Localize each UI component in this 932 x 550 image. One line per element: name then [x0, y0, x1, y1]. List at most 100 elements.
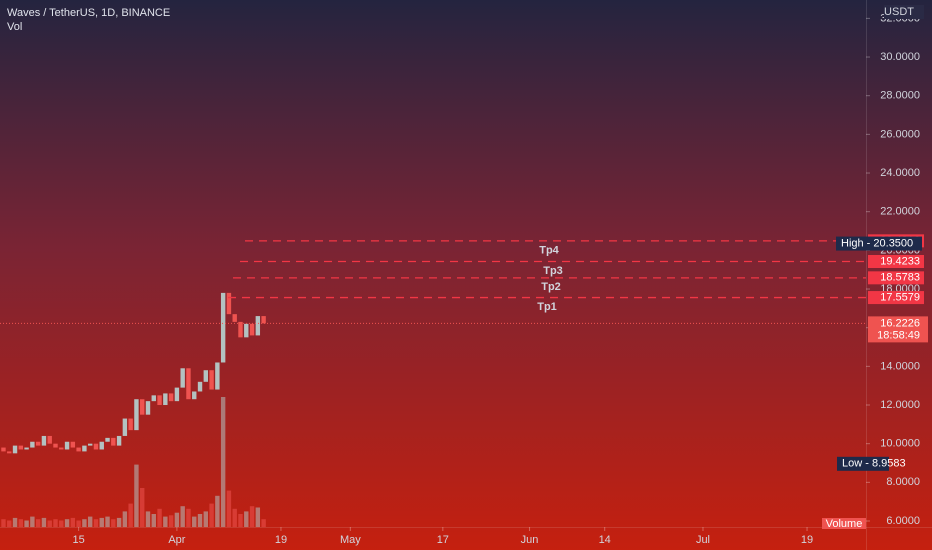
x-tick-label: Apr	[168, 534, 185, 546]
volume-bar	[53, 519, 58, 527]
volume-bar	[192, 516, 197, 527]
low-tag	[837, 456, 889, 471]
x-tick-label: 19	[801, 534, 813, 546]
y-tick-label: 30.0000	[880, 51, 920, 63]
candle-body	[47, 435, 52, 444]
volume-bar	[7, 520, 12, 527]
candle-body	[180, 368, 185, 388]
volume-bar	[122, 511, 128, 527]
candle-body	[168, 393, 174, 402]
x-tick-label: 14	[599, 534, 611, 546]
candle-body	[53, 443, 58, 448]
volume-bar	[215, 495, 220, 527]
candle-body	[261, 316, 266, 324]
level-value: 18.5783	[880, 272, 920, 284]
volume-bar	[18, 519, 24, 527]
level-value: 17.5579	[880, 291, 920, 303]
volume-bar	[238, 514, 243, 527]
volume-bar	[186, 508, 191, 527]
candle-body	[24, 447, 29, 450]
y-tick-label: 8.0000	[886, 476, 920, 488]
currency: USDT	[884, 6, 914, 18]
candle-body	[134, 399, 139, 431]
volume-bar	[249, 506, 255, 527]
candle-body	[12, 445, 18, 454]
candle-body	[186, 368, 191, 400]
volume-bar	[220, 397, 226, 527]
volume-title: Vol	[7, 21, 22, 33]
volume-bar	[168, 515, 174, 527]
candle-body	[99, 441, 104, 450]
volume-bar	[174, 512, 180, 527]
candle-body	[197, 381, 203, 392]
candle-body	[140, 399, 145, 415]
candle-body	[157, 395, 162, 406]
volume-bar	[82, 519, 87, 527]
candle-body	[30, 441, 35, 448]
volume-bar	[157, 508, 162, 527]
volume-tag	[822, 518, 866, 529]
candle-body	[174, 387, 180, 402]
last-price-tag	[868, 316, 928, 343]
y-tick-label: 6.0000	[886, 515, 920, 527]
volume-bar	[151, 514, 156, 527]
last-price: 16.2226	[880, 317, 920, 329]
high-label: High - 20.3500	[841, 237, 913, 249]
volume-bar	[41, 517, 47, 527]
candle-body	[192, 391, 197, 400]
volume-bar	[76, 520, 81, 527]
volume-bar	[209, 503, 214, 527]
candle-body	[163, 393, 168, 406]
candle-body	[111, 437, 116, 446]
candle-body	[226, 292, 232, 315]
candle-body	[70, 441, 76, 448]
volume-bar	[93, 519, 99, 527]
volume-bar	[99, 517, 104, 527]
volume-bar	[145, 511, 151, 527]
candle-body	[59, 447, 64, 450]
volume-bar	[244, 511, 249, 527]
candle-body	[82, 445, 87, 452]
candle-body	[151, 395, 156, 402]
candle-body	[18, 445, 24, 450]
high-tag	[836, 236, 922, 251]
level-tag	[868, 271, 924, 285]
x-tick-label: Jun	[521, 534, 539, 546]
y-tick-label: 10.0000	[880, 438, 920, 450]
volume-bar	[255, 507, 261, 527]
candle-body	[1, 447, 6, 452]
volume-bar	[163, 516, 168, 527]
candle-body	[122, 418, 128, 436]
volume-bar	[24, 520, 29, 527]
countdown: 18:58:49	[877, 329, 920, 341]
x-tick-label: 17	[437, 534, 449, 546]
candle-body	[128, 418, 133, 431]
currency-bg	[884, 5, 924, 19]
candle-body	[105, 437, 110, 442]
volume-bar	[64, 519, 70, 527]
candle-body	[7, 451, 12, 454]
candle-body	[244, 323, 249, 338]
level-name: Tp3	[543, 265, 563, 277]
candle-body	[249, 323, 255, 336]
y-tick-label: 24.0000	[880, 167, 920, 179]
volume-bar	[232, 508, 237, 527]
y-tick-label: 12.0000	[880, 399, 920, 411]
candle-body	[255, 316, 261, 336]
volume-bar	[35, 519, 41, 527]
volume-bar	[128, 503, 133, 527]
y-tick-label: 26.0000	[880, 128, 920, 140]
x-tick-label: May	[340, 534, 361, 546]
volume-bar	[116, 517, 122, 527]
level-tag	[868, 255, 924, 269]
volume-bar	[197, 514, 203, 527]
candle-body	[76, 447, 81, 452]
volume-bar	[226, 490, 232, 527]
candle-body	[35, 441, 41, 446]
candle-body	[64, 441, 70, 450]
level-name: Tp4	[539, 244, 559, 256]
volume-bar	[180, 506, 185, 527]
level-name: Tp1	[537, 301, 557, 313]
